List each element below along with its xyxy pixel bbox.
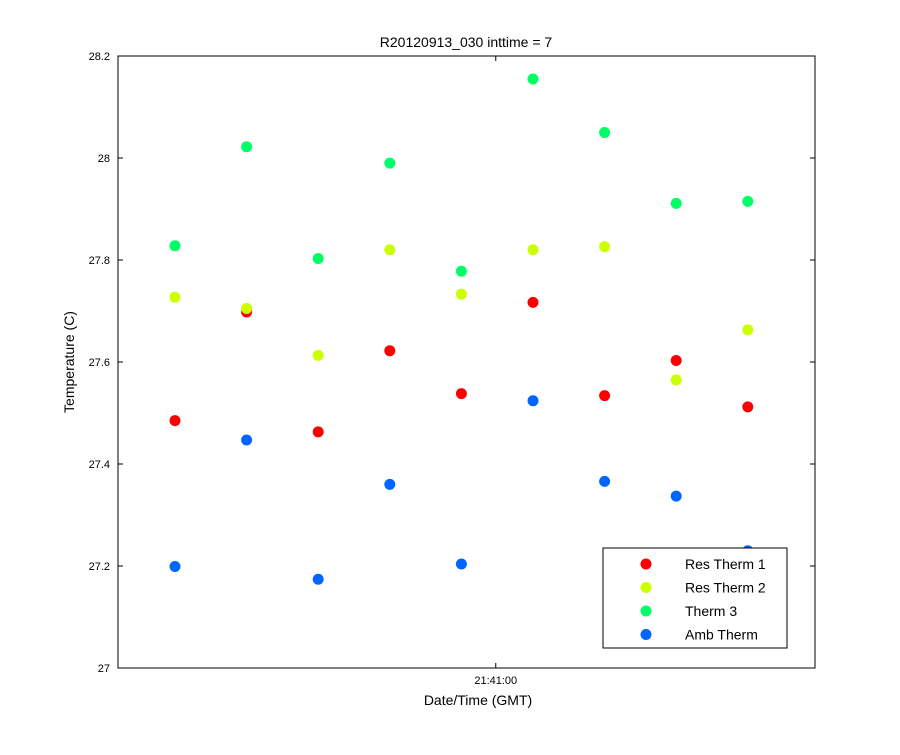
legend-marker [640, 558, 652, 570]
data-point [599, 475, 611, 487]
data-point [312, 252, 324, 264]
data-point [384, 157, 396, 169]
data-point [527, 296, 539, 308]
data-point [527, 395, 539, 407]
data-point [670, 354, 682, 366]
legend-marker [640, 605, 652, 617]
legend-label: Therm 3 [685, 603, 737, 619]
data-point [312, 573, 324, 585]
legend-label: Res Therm 1 [685, 556, 766, 572]
data-point [169, 291, 181, 303]
data-point [241, 434, 253, 446]
y-tick-label: 27.8 [89, 255, 110, 267]
data-point [169, 561, 181, 573]
data-point [384, 244, 396, 256]
legend-label: Amb Therm [685, 627, 758, 643]
y-tick-label: 27 [98, 663, 110, 675]
data-point [455, 288, 467, 300]
data-point [455, 265, 467, 277]
y-axis-label: Temperature (C) [61, 311, 77, 413]
data-point [169, 415, 181, 427]
y-tick-label: 28.2 [89, 51, 110, 63]
x-axis-label: Date/Time (GMT) [424, 692, 532, 708]
series-therm-3 [169, 73, 754, 277]
data-point [599, 127, 611, 138]
y-tick-label: 27.6 [89, 357, 110, 369]
data-point [599, 390, 611, 402]
y-tick-label: 27.2 [89, 561, 110, 573]
data-point [241, 141, 253, 153]
data-point [527, 244, 539, 256]
x-tick-label: 21:41:00 [474, 675, 517, 687]
legend-marker [640, 582, 652, 593]
data-point [169, 240, 181, 252]
data-point [384, 478, 396, 490]
series-res-therm-2 [169, 241, 754, 386]
legend: Res Therm 1 Res Therm 2 Therm 3 Amb Therm [602, 547, 788, 649]
data-point [599, 241, 611, 253]
data-point [670, 197, 682, 209]
data-point [742, 195, 754, 207]
data-point [670, 374, 682, 386]
data-point [455, 558, 467, 570]
legend-marker [640, 629, 652, 640]
data-point [742, 401, 754, 413]
legend-box [602, 547, 788, 649]
chart-title: R20120913_030 inttime = 7 [380, 34, 553, 50]
y-tick-label: 28 [98, 153, 110, 165]
x-axis-ticks: 21:41:00 [474, 56, 517, 687]
data-point [312, 426, 324, 438]
data-point [455, 388, 467, 400]
legend-label: Res Therm 2 [685, 580, 766, 596]
data-point [384, 345, 396, 357]
data-point [670, 490, 682, 502]
data-points [169, 73, 754, 585]
data-point [241, 302, 253, 314]
data-point [742, 324, 754, 336]
y-axis-ticks: 27 27.2 27.4 27.6 27.8 28 28.2 [89, 51, 815, 675]
y-tick-label: 27.4 [89, 459, 110, 471]
data-point [312, 349, 324, 361]
data-point [527, 73, 539, 85]
